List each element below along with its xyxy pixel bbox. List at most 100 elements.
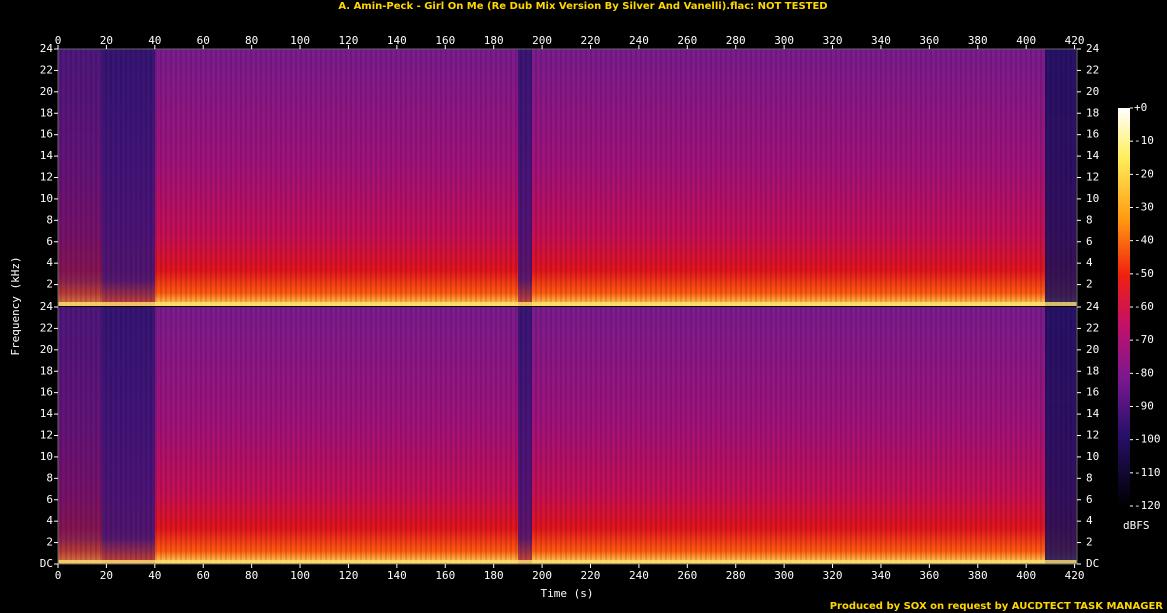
y-tick-label: 18	[1086, 106, 1099, 119]
x-tick-label: 40	[148, 34, 161, 47]
y-tick-label: 20	[40, 343, 53, 356]
y-tick-label: 8	[1086, 471, 1093, 484]
colorbar-tick-label: -70	[1134, 333, 1154, 346]
x-tick-label: 280	[726, 569, 746, 582]
y-tick-label: 22	[1086, 321, 1099, 334]
colorbar-tick-label: -90	[1134, 400, 1154, 413]
y-tick-label: DC	[40, 557, 53, 570]
y-tick-label: 12	[40, 429, 53, 442]
y-tick-label: 14	[40, 407, 54, 420]
x-tick-label: 0	[55, 569, 62, 582]
y-tick-label: 6	[46, 235, 53, 248]
colorbar-tick-label: -40	[1134, 234, 1154, 247]
y-tick-label: 22	[40, 321, 53, 334]
x-tick-label: 220	[581, 569, 601, 582]
y-tick-label: 24	[1086, 300, 1100, 313]
x-tick-label: 120	[339, 34, 359, 47]
colorbar-tick-label: -10	[1134, 134, 1154, 147]
x-tick-label: 100	[290, 569, 310, 582]
x-tick-label: 20	[100, 34, 113, 47]
x-tick-label: 200	[532, 569, 552, 582]
colorbar	[1118, 108, 1130, 506]
y-tick-label: 16	[1086, 386, 1099, 399]
x-tick-label: 240	[629, 569, 649, 582]
x-tick-label: 160	[435, 569, 455, 582]
y-tick-label: 6	[1086, 493, 1093, 506]
x-tick-label: 160	[435, 34, 455, 47]
y-axis-label: Frequency (kHz)	[9, 256, 22, 355]
y-tick-label: 14	[1086, 149, 1100, 162]
x-tick-label: 140	[387, 34, 407, 47]
y-tick-label: 18	[1086, 364, 1099, 377]
x-tick-label: 0	[55, 34, 62, 47]
colorbar-tick-label: -30	[1134, 201, 1154, 214]
y-tick-label: 6	[1086, 235, 1093, 248]
y-tick-label: 18	[40, 364, 53, 377]
x-tick-label: 20	[100, 569, 113, 582]
y-tick-label: 16	[40, 386, 53, 399]
y-tick-label: 12	[1086, 429, 1099, 442]
y-tick-label: 4	[46, 256, 53, 269]
x-tick-label: 100	[290, 34, 310, 47]
x-tick-label: 260	[677, 569, 697, 582]
y-tick-label: 2	[1086, 536, 1093, 549]
x-tick-label: 280	[726, 34, 746, 47]
y-tick-label: 8	[46, 471, 53, 484]
x-tick-label: 120	[339, 569, 359, 582]
x-tick-label: 340	[871, 34, 891, 47]
y-tick-label: 10	[1086, 192, 1099, 205]
y-tick-label: 20	[1086, 85, 1099, 98]
y-tick-label: 2	[46, 536, 53, 549]
x-tick-label: 40	[148, 569, 161, 582]
colorbar-tick-label: -60	[1134, 300, 1154, 313]
colorbar-tick-label: -120	[1134, 499, 1161, 512]
y-tick-label: 10	[40, 192, 53, 205]
x-tick-label: 60	[197, 34, 210, 47]
y-tick-label: 14	[1086, 407, 1100, 420]
chart-title: A. Amin-Peck - Girl On Me (Re Dub Mix Ve…	[338, 1, 827, 12]
y-tick-label: 10	[40, 450, 53, 463]
colorbar-tick-label: -50	[1134, 267, 1154, 280]
y-tick-label: 16	[1086, 128, 1099, 141]
x-tick-label: 420	[1065, 34, 1085, 47]
y-tick-label: 14	[40, 149, 54, 162]
x-tick-label: 140	[387, 569, 407, 582]
x-tick-label: 380	[968, 34, 988, 47]
x-tick-label: 380	[968, 569, 988, 582]
colorbar-tick-label: -20	[1134, 167, 1154, 180]
x-tick-label: 420	[1065, 569, 1085, 582]
y-tick-label: 2	[46, 278, 53, 291]
x-tick-label: 320	[823, 569, 843, 582]
x-tick-label: 80	[245, 569, 258, 582]
y-tick-label: 4	[1086, 256, 1093, 269]
x-tick-label: 320	[823, 34, 843, 47]
y-tick-label: DC	[1086, 557, 1099, 570]
colorbar-tick-label: +0	[1134, 101, 1147, 114]
x-tick-label: 260	[677, 34, 697, 47]
x-tick-label: 300	[774, 569, 794, 582]
colorbar-tick-label: -100	[1134, 433, 1161, 446]
colorbar-tick-label: -80	[1134, 366, 1154, 379]
colorbar-label: dBFS	[1123, 519, 1150, 532]
y-tick-label: 2	[1086, 278, 1093, 291]
x-tick-label: 360	[919, 569, 939, 582]
y-tick-label: 12	[1086, 171, 1099, 184]
x-tick-label: 180	[484, 34, 504, 47]
y-tick-label: 18	[40, 106, 53, 119]
x-tick-label: 340	[871, 569, 891, 582]
y-tick-label: 8	[46, 213, 53, 226]
x-tick-label: 240	[629, 34, 649, 47]
y-tick-label: 4	[1086, 514, 1093, 527]
x-tick-label: 360	[919, 34, 939, 47]
x-axis-label: Time (s)	[541, 587, 594, 600]
colorbar-tick-label: -110	[1134, 466, 1161, 479]
y-tick-label: 6	[46, 493, 53, 506]
y-tick-label: 10	[1086, 450, 1099, 463]
y-tick-label: 12	[40, 171, 53, 184]
y-tick-label: 20	[40, 85, 53, 98]
y-tick-label: 24	[40, 42, 54, 55]
x-tick-label: 220	[581, 34, 601, 47]
x-tick-label: 80	[245, 34, 258, 47]
x-tick-label: 60	[197, 569, 210, 582]
